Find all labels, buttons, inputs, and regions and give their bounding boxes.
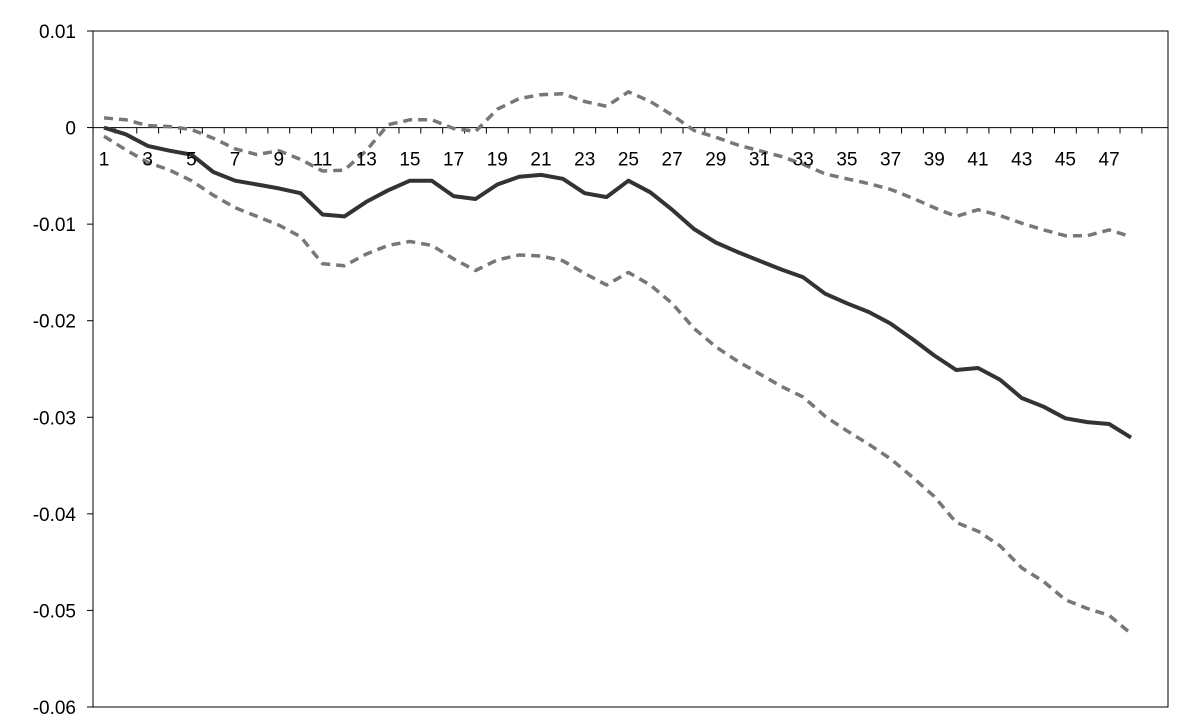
x-tick-label: 25 <box>618 150 639 171</box>
x-axis-ticks: 1 3 5 7 9 11 13 15 17 19 21 23 25 27 29 31 33 35 37 39 41 43 4… <box>99 150 1120 171</box>
x-tick-label: 47 <box>1099 150 1120 171</box>
series-line-dashed-1 <box>103 90 1132 239</box>
x-tick-label: 21 <box>530 150 551 171</box>
y-tick-label: -0.01 <box>33 215 76 236</box>
plot-area <box>92 30 1169 708</box>
y-tick-label: -0.05 <box>33 601 76 622</box>
series-line-dashed-2 <box>103 134 1133 635</box>
x-tick-label: 31 <box>749 150 770 171</box>
series-group <box>103 90 1133 635</box>
x-tick-label: 27 <box>662 150 683 171</box>
y-tick-label: -0.06 <box>33 698 76 719</box>
y-tick-label: 0.01 <box>39 22 76 43</box>
x-tick-label: 37 <box>880 150 901 171</box>
y-tick-label: 0 <box>65 119 76 140</box>
x-tick-label: 13 <box>356 150 377 171</box>
y-axis-ticks: 0.01 0 -0.01 -0.02 -0.03 -0.04 -0.05 -0.06 <box>33 22 93 719</box>
x-tick-label: 9 <box>274 150 285 171</box>
x-tick-label: 3 <box>142 150 153 171</box>
x-tick-label: 7 <box>230 150 241 171</box>
y-tick-label: -0.02 <box>33 312 76 333</box>
x-tick-label: 19 <box>487 150 508 171</box>
x-tick-label: 1 <box>99 150 110 171</box>
x-tick-label: 43 <box>1011 150 1032 171</box>
x-tick-label: 17 <box>443 150 464 171</box>
x-tick-label: 33 <box>793 150 814 171</box>
x-tick-label: 29 <box>705 150 726 171</box>
x-tick-label: 39 <box>924 150 945 171</box>
x-tick-label: 35 <box>836 150 857 171</box>
series-line-solid <box>103 125 1133 440</box>
x-tick-label: 45 <box>1055 150 1076 171</box>
x-tick-label: 5 <box>186 150 197 171</box>
x-tick-label: 23 <box>574 150 595 171</box>
plot-frame <box>92 30 1169 708</box>
y-tick-label: -0.04 <box>33 505 77 526</box>
y-tick-label: -0.03 <box>33 408 76 429</box>
x-tick-label: 41 <box>967 150 988 171</box>
x-tick-label: 11 <box>313 150 333 171</box>
x-tick-label: 15 <box>399 150 420 171</box>
